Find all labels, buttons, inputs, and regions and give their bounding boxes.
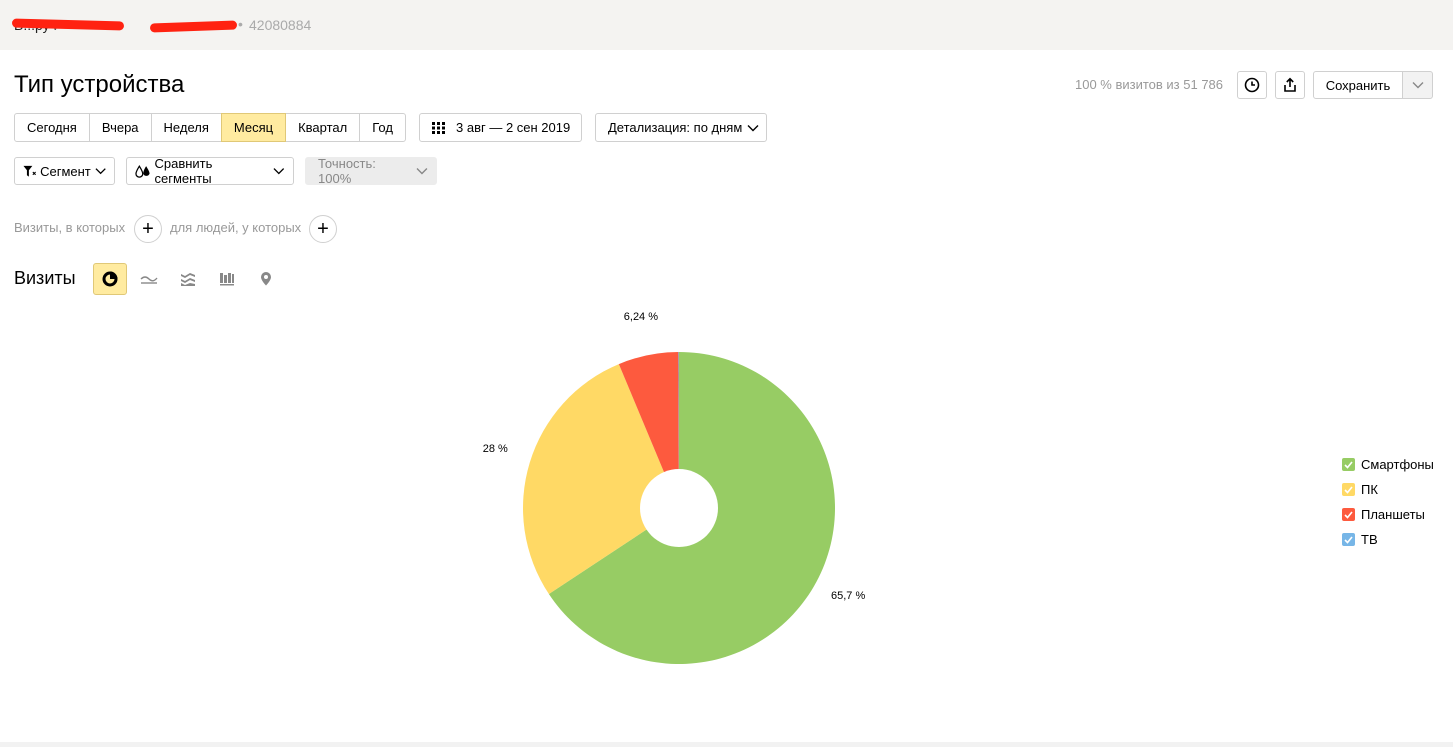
pie-slice-3[interactable] xyxy=(678,352,679,508)
legend-item-smartphones[interactable]: Смартфоны xyxy=(1342,452,1434,477)
save-options-button[interactable] xyxy=(1402,71,1433,99)
period-month-button[interactable]: Месяц xyxy=(220,113,287,142)
clock-icon xyxy=(1244,77,1260,93)
redaction-mark xyxy=(149,20,238,33)
area-chart-icon xyxy=(181,273,195,286)
top-bar: В...ру∨ • 42080884 xyxy=(0,0,1453,50)
pie-chart: 65,7 % 28 % 6,24 % xyxy=(440,305,920,685)
chart-type-map-button[interactable] xyxy=(249,263,283,295)
detail-label: Детализация: по дням xyxy=(608,120,743,135)
bar-chart-icon xyxy=(220,273,234,286)
legend-label: Смартфоны xyxy=(1361,457,1434,472)
pie-slice-label: 28 % xyxy=(483,443,508,455)
date-range-label: 3 авг — 2 сен 2019 xyxy=(456,120,571,135)
page-title: Тип устройства xyxy=(14,71,185,98)
pie-chart-canvas: 65,7 % 28 % 6,24 % xyxy=(483,311,865,664)
period-year-button[interactable]: Год xyxy=(359,113,406,142)
people-condition-label: для людей, у которых xyxy=(170,220,302,235)
save-button[interactable]: Сохранить xyxy=(1313,71,1403,99)
pie-chart-icon xyxy=(102,271,118,287)
compare-segments-dropdown[interactable]: Сравнить сегменты xyxy=(126,156,294,186)
counter-id: 42080884 xyxy=(249,17,312,33)
chevron-down-icon xyxy=(416,168,428,175)
period-quarter-button[interactable]: Квартал xyxy=(285,113,361,142)
donut-hole xyxy=(640,469,718,547)
legend-item-tablets[interactable]: Планшеты xyxy=(1342,502,1434,527)
share-icon xyxy=(1284,77,1296,92)
accuracy-dropdown[interactable]: Точность: 100% xyxy=(305,156,437,186)
line-chart-icon xyxy=(140,276,158,284)
drops-icon xyxy=(135,164,150,178)
pie-slice-1[interactable] xyxy=(523,364,679,595)
chart-type-line-button[interactable] xyxy=(132,263,166,295)
date-range-button[interactable]: 3 авг — 2 сен 2019 xyxy=(419,113,582,142)
visits-condition-label: Визиты, в которых xyxy=(14,220,126,235)
pie-slice-2[interactable] xyxy=(618,352,679,508)
chevron-down-icon xyxy=(747,124,759,131)
segment-label: Сегмент xyxy=(40,163,91,179)
pie-slice-label: 65,7 % xyxy=(831,590,865,602)
chart-type-area-button[interactable] xyxy=(171,263,205,295)
history-button[interactable] xyxy=(1237,71,1267,99)
bottom-strip xyxy=(0,742,1453,747)
export-button[interactable] xyxy=(1275,71,1305,99)
compare-segments-label: Сравнить сегменты xyxy=(154,156,213,186)
chart-type-pie-button[interactable] xyxy=(93,263,127,295)
add-visit-condition-button[interactable]: + xyxy=(134,215,162,243)
period-week-button[interactable]: Неделя xyxy=(150,113,222,142)
chevron-down-icon xyxy=(1412,82,1423,89)
checkbox-checked-icon[interactable] xyxy=(1342,533,1355,546)
checkbox-checked-icon[interactable] xyxy=(1342,483,1355,496)
filter-icon xyxy=(23,165,37,177)
checkbox-checked-icon[interactable] xyxy=(1342,508,1355,521)
accuracy-label: Точность: 100% xyxy=(318,156,376,186)
separator-dot: • xyxy=(238,16,243,32)
legend-label: ТВ xyxy=(1361,532,1378,547)
legend-item-tv[interactable]: ТВ xyxy=(1342,527,1434,552)
period-yesterday-button[interactable]: Вчера xyxy=(88,113,152,142)
checkbox-checked-icon[interactable] xyxy=(1342,458,1355,471)
legend-label: Планшеты xyxy=(1361,507,1425,522)
legend-item-pc[interactable]: ПК xyxy=(1342,477,1434,502)
chart-legend: Смартфоны ПК Планшеты ТВ xyxy=(1342,452,1434,552)
period-selector: Сегодня Вчера Неделя Месяц Квартал Год xyxy=(14,113,406,142)
map-icon xyxy=(261,272,271,286)
add-people-condition-button[interactable]: + xyxy=(309,215,337,243)
detail-dropdown[interactable]: Детализация: по дням xyxy=(595,113,767,142)
period-today-button[interactable]: Сегодня xyxy=(14,113,90,142)
pie-slice-label: 6,24 % xyxy=(624,311,658,323)
calendar-icon xyxy=(432,121,445,134)
chart-heading: Визиты xyxy=(14,268,76,288)
chevron-down-icon xyxy=(273,168,285,175)
chevron-down-icon xyxy=(95,168,106,175)
segment-dropdown[interactable]: Сегмент xyxy=(14,157,115,185)
visits-info: 100 % визитов из 51 786 xyxy=(1075,77,1224,92)
legend-label: ПК xyxy=(1361,482,1378,497)
chart-type-bar-button[interactable] xyxy=(210,263,244,295)
